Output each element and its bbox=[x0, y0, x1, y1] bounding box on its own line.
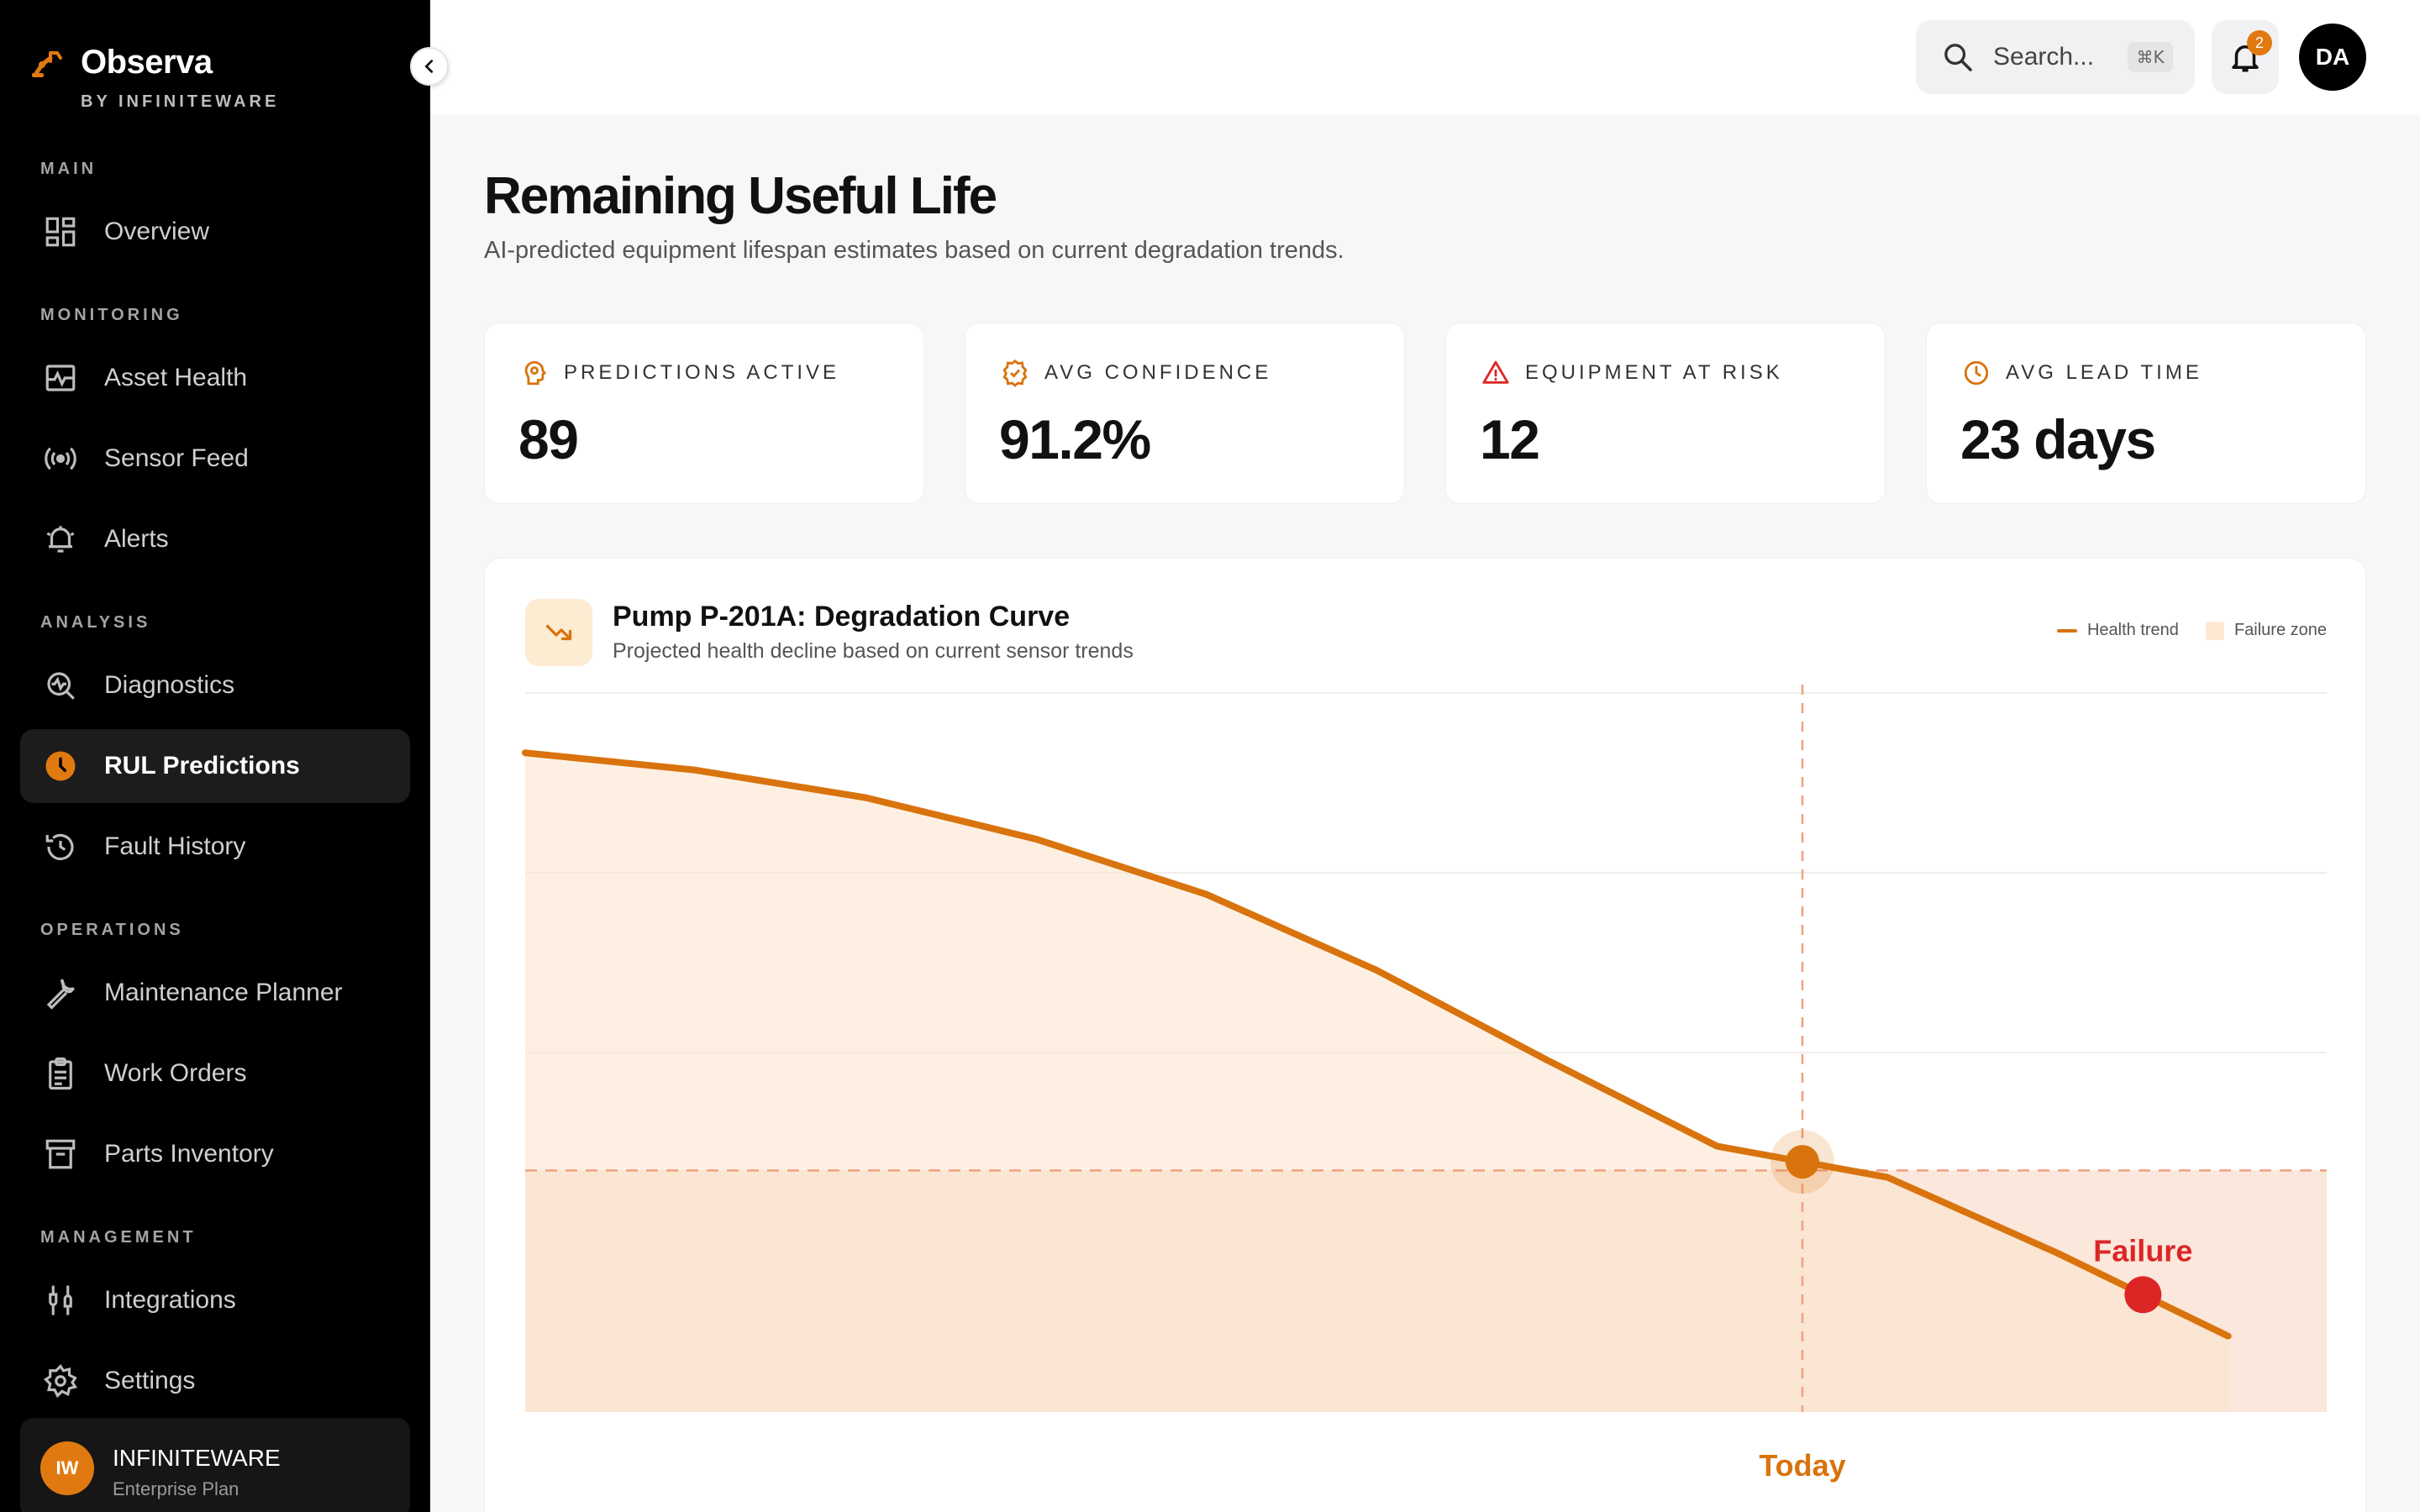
degradation-chart: Failure Today bbox=[522, 685, 2327, 1483]
plug-icon bbox=[42, 1282, 79, 1319]
sidebar-item-maintenance-planner[interactable]: Maintenance Planner bbox=[20, 956, 410, 1030]
sidebar-item-label: Asset Health bbox=[104, 364, 248, 391]
sidebar-item-overview[interactable]: Overview bbox=[20, 195, 410, 269]
warning-icon bbox=[1482, 360, 1509, 384]
sidebar-item-sensor-feed[interactable]: Sensor Feed bbox=[20, 422, 410, 496]
section-label-monitoring: MONITORING bbox=[40, 306, 183, 324]
app-name: Observa bbox=[81, 44, 213, 81]
notifications-button[interactable]: 2 bbox=[2212, 20, 2279, 94]
badge-check-icon bbox=[1002, 360, 1028, 387]
legend-swatch bbox=[2205, 621, 2224, 640]
chart-title: Pump P-201A: Degradation Curve bbox=[613, 601, 1071, 633]
stat-card-lead-time: AVG LEAD TIME 23 days bbox=[1926, 323, 2366, 504]
org-plan: Enterprise Plan bbox=[113, 1478, 239, 1499]
stat-value: 23 days bbox=[1960, 408, 2156, 470]
search-icon bbox=[1944, 44, 1972, 71]
search-placeholder: Search... bbox=[1993, 43, 2095, 71]
search-input[interactable]: Search... ⌘K bbox=[1916, 20, 2195, 94]
broadcast-icon bbox=[42, 440, 79, 477]
legend-label: Failure zone bbox=[2233, 621, 2327, 639]
sidebar-item-label: Alerts bbox=[104, 525, 169, 553]
chart-subtitle: Projected health decline based on curren… bbox=[613, 639, 1134, 663]
sidebar-item-diagnostics[interactable]: Diagnostics bbox=[20, 648, 410, 722]
sidebar-item-asset-health[interactable]: Asset Health bbox=[20, 341, 410, 415]
legend-label: Health trend bbox=[2086, 621, 2179, 639]
failure-point[interactable] bbox=[2124, 1276, 2162, 1314]
today-label: Today bbox=[1759, 1448, 1845, 1483]
sidebar-item-label: Sensor Feed bbox=[104, 444, 249, 472]
org-switcher[interactable]: IW INFINITEWARE Enterprise Plan bbox=[20, 1418, 410, 1512]
clock-icon bbox=[1964, 360, 1989, 386]
stat-value: 91.2% bbox=[999, 408, 1151, 470]
gear-icon bbox=[42, 1362, 79, 1399]
sidebar-item-label: RUL Predictions bbox=[104, 752, 300, 780]
page-title: Remaining Useful Life bbox=[484, 167, 997, 225]
sidebar-item-label: Maintenance Planner bbox=[104, 979, 343, 1006]
legend-item-failure: Failure zone bbox=[2205, 621, 2327, 640]
pulse-icon bbox=[42, 360, 79, 396]
clipboard-icon bbox=[42, 1055, 79, 1092]
notification-badge: 2 bbox=[2247, 30, 2272, 55]
user-avatar[interactable]: DA bbox=[2299, 24, 2366, 91]
trending-down-icon bbox=[525, 599, 592, 666]
sidebar-item-label: Settings bbox=[104, 1367, 196, 1394]
stat-label: EQUIPMENT AT RISK bbox=[1525, 361, 1783, 384]
sidebar-item-alerts[interactable]: Alerts bbox=[20, 502, 410, 576]
sidebar-item-label: Diagnostics bbox=[104, 671, 235, 699]
brand[interactable]: Observa bbox=[30, 44, 213, 81]
stat-value: 12 bbox=[1480, 408, 1540, 470]
dashboard-icon bbox=[42, 213, 79, 250]
section-label-operations: OPERATIONS bbox=[40, 921, 184, 939]
section-label-analysis: ANALYSIS bbox=[40, 613, 151, 632]
sidebar-item-label: Integrations bbox=[104, 1286, 236, 1314]
stat-label: AVG LEAD TIME bbox=[2006, 361, 2202, 384]
robot-arm-icon bbox=[32, 50, 62, 77]
sidebar-item-rul-predictions[interactable]: RUL Predictions bbox=[20, 729, 410, 803]
sidebar-item-label: Parts Inventory bbox=[104, 1140, 274, 1168]
chevron-left-icon bbox=[424, 60, 434, 73]
clock-icon bbox=[42, 748, 79, 785]
org-name: INFINITEWARE bbox=[113, 1445, 281, 1471]
stat-label: PREDICTIONS ACTIVE bbox=[564, 361, 840, 384]
org-avatar: IW bbox=[40, 1441, 94, 1495]
degradation-chart-card: Pump P-201A: Degradation Curve Projected… bbox=[484, 558, 2366, 1512]
brain-icon bbox=[524, 360, 547, 386]
sidebar-item-fault-history[interactable]: Fault History bbox=[20, 810, 410, 884]
sidebar: Observa BY INFINITEWARE MAIN Overview MO… bbox=[0, 0, 430, 1512]
sidebar-item-label: Fault History bbox=[104, 832, 246, 860]
chart-legend: Health trend Failure zone bbox=[2056, 621, 2327, 640]
stat-card-confidence: AVG CONFIDENCE 91.2% bbox=[965, 323, 1405, 504]
diagnostics-icon bbox=[42, 667, 79, 704]
health-area bbox=[525, 753, 2228, 1412]
page-subtitle: AI-predicted equipment lifespan estimate… bbox=[484, 237, 1344, 264]
bell-ring-icon bbox=[42, 521, 79, 558]
stat-card-at-risk: EQUIPMENT AT RISK 12 bbox=[1445, 323, 1886, 504]
legend-swatch bbox=[2056, 628, 2077, 633]
section-label-main: MAIN bbox=[40, 160, 97, 178]
wrench-icon bbox=[42, 974, 79, 1011]
history-icon bbox=[42, 828, 79, 865]
sidebar-item-parts-inventory[interactable]: Parts Inventory bbox=[20, 1117, 410, 1191]
topbar: Search... ⌘K 2 DA bbox=[430, 0, 2420, 114]
today-point[interactable] bbox=[1786, 1145, 1819, 1179]
failure-label: Failure bbox=[2093, 1233, 2192, 1268]
sidebar-item-integrations[interactable]: Integrations bbox=[20, 1263, 410, 1337]
sidebar-item-label: Work Orders bbox=[104, 1059, 247, 1087]
stat-label: AVG CONFIDENCE bbox=[1044, 361, 1272, 384]
stat-value: 89 bbox=[518, 408, 579, 470]
health-trend-line bbox=[522, 749, 2232, 1340]
legend-item-health: Health trend bbox=[2056, 621, 2179, 640]
section-label-management: MANAGEMENT bbox=[40, 1228, 197, 1247]
collapse-sidebar-button[interactable] bbox=[410, 47, 449, 86]
sidebar-item-work-orders[interactable]: Work Orders bbox=[20, 1037, 410, 1110]
archive-icon bbox=[42, 1136, 79, 1173]
search-shortcut: ⌘K bbox=[2128, 42, 2173, 72]
sidebar-item-label: Overview bbox=[104, 218, 210, 245]
sidebar-item-settings[interactable]: Settings bbox=[20, 1344, 410, 1418]
stat-card-predictions: PREDICTIONS ACTIVE 89 bbox=[484, 323, 924, 504]
app-byline: BY INFINITEWARE bbox=[81, 92, 280, 111]
